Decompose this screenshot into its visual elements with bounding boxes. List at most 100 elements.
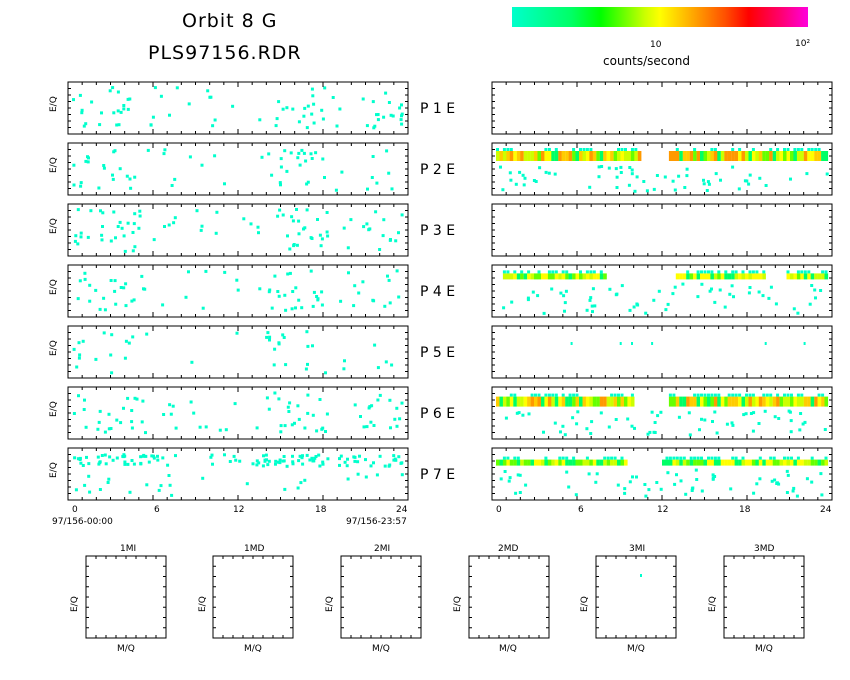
left-point bbox=[290, 307, 294, 311]
left-point bbox=[286, 234, 289, 238]
left-point bbox=[384, 360, 388, 364]
left-point bbox=[126, 221, 130, 225]
left-point bbox=[281, 333, 285, 337]
left-point bbox=[118, 220, 122, 224]
band-edge bbox=[547, 393, 551, 397]
left-point bbox=[104, 462, 108, 466]
band-cell-E6 bbox=[745, 396, 749, 407]
left-point bbox=[349, 218, 353, 222]
right-point bbox=[575, 422, 579, 426]
left-point bbox=[109, 353, 113, 357]
band-cell-E2 bbox=[817, 151, 822, 161]
band-cell-E6 bbox=[803, 396, 808, 407]
left-point bbox=[318, 464, 322, 468]
left-point bbox=[399, 118, 403, 122]
left-point bbox=[79, 235, 83, 239]
left-point bbox=[313, 456, 317, 460]
left-point bbox=[291, 107, 295, 111]
left-point bbox=[382, 115, 386, 119]
left-point bbox=[126, 462, 130, 466]
band-cell-E7 bbox=[738, 459, 742, 466]
right-point bbox=[744, 412, 748, 416]
band-edge bbox=[790, 456, 793, 460]
left-point bbox=[274, 462, 277, 466]
left-point bbox=[78, 93, 82, 97]
right-point bbox=[647, 488, 651, 492]
band-cell-E2 bbox=[606, 151, 611, 161]
band-cell-E4 bbox=[720, 273, 725, 280]
left-point bbox=[111, 173, 114, 177]
right-point bbox=[677, 174, 681, 178]
band-cell-E6 bbox=[686, 396, 690, 407]
right-point bbox=[774, 302, 778, 306]
band-cell-E7 bbox=[720, 459, 725, 466]
band-cell-E7 bbox=[748, 459, 753, 466]
left-point bbox=[272, 363, 276, 367]
band-cell-E2 bbox=[717, 151, 721, 161]
band-cell-E7 bbox=[589, 459, 593, 466]
band-edge bbox=[786, 270, 790, 274]
band-edge bbox=[762, 393, 766, 397]
band-cell-E4 bbox=[710, 273, 714, 280]
right-point bbox=[585, 427, 589, 431]
band-edge bbox=[734, 393, 738, 397]
left-point bbox=[79, 181, 83, 185]
band-cell-E7 bbox=[758, 459, 763, 466]
band-edge bbox=[696, 393, 700, 397]
band-edge bbox=[513, 456, 517, 460]
band-edge bbox=[810, 148, 814, 151]
left-point bbox=[400, 122, 404, 126]
band-cell-E7 bbox=[558, 459, 562, 466]
left-point bbox=[275, 117, 279, 121]
left-point bbox=[138, 214, 142, 218]
left-point bbox=[113, 279, 117, 283]
right-point bbox=[619, 171, 623, 174]
band-edge bbox=[731, 148, 735, 151]
band-cell-E2 bbox=[724, 151, 728, 161]
right-point bbox=[805, 477, 809, 481]
right-point bbox=[561, 424, 565, 428]
band-edge bbox=[537, 393, 541, 397]
right-point bbox=[608, 287, 612, 291]
band-edge bbox=[807, 270, 811, 274]
left-point bbox=[223, 270, 227, 274]
band-edge bbox=[817, 148, 821, 151]
left-point bbox=[80, 108, 84, 112]
left-point bbox=[112, 111, 116, 115]
left-point bbox=[287, 410, 291, 413]
left-point bbox=[82, 408, 86, 411]
band-cell-E7 bbox=[796, 459, 801, 466]
band-edge bbox=[727, 393, 731, 397]
right-point bbox=[636, 303, 640, 307]
band-cell-E2 bbox=[765, 151, 770, 161]
left-point bbox=[84, 159, 88, 163]
band-cell-E4 bbox=[599, 273, 604, 280]
band-edge bbox=[606, 456, 610, 460]
band-edge bbox=[696, 270, 700, 274]
right-point bbox=[628, 166, 632, 169]
left-point bbox=[321, 117, 325, 121]
left-point bbox=[315, 295, 319, 298]
left-point bbox=[304, 367, 308, 371]
right-point bbox=[747, 291, 751, 295]
band-cell-E6 bbox=[561, 396, 566, 407]
band-edge bbox=[717, 456, 721, 460]
left-point bbox=[299, 481, 303, 485]
left-point bbox=[365, 124, 369, 128]
band-edge bbox=[575, 393, 579, 397]
left-point bbox=[291, 290, 295, 293]
left-point bbox=[189, 400, 193, 404]
right-point bbox=[502, 306, 506, 310]
right-point bbox=[646, 432, 650, 436]
right-point bbox=[600, 165, 604, 168]
band-cell-E6 bbox=[606, 396, 611, 407]
left-point bbox=[195, 209, 199, 213]
left-point bbox=[103, 308, 107, 312]
right-point bbox=[685, 174, 689, 178]
left-point bbox=[130, 459, 134, 462]
right-point bbox=[764, 342, 767, 345]
band-cell-E4 bbox=[821, 273, 825, 280]
left-point bbox=[359, 415, 362, 418]
left-point bbox=[122, 234, 126, 238]
